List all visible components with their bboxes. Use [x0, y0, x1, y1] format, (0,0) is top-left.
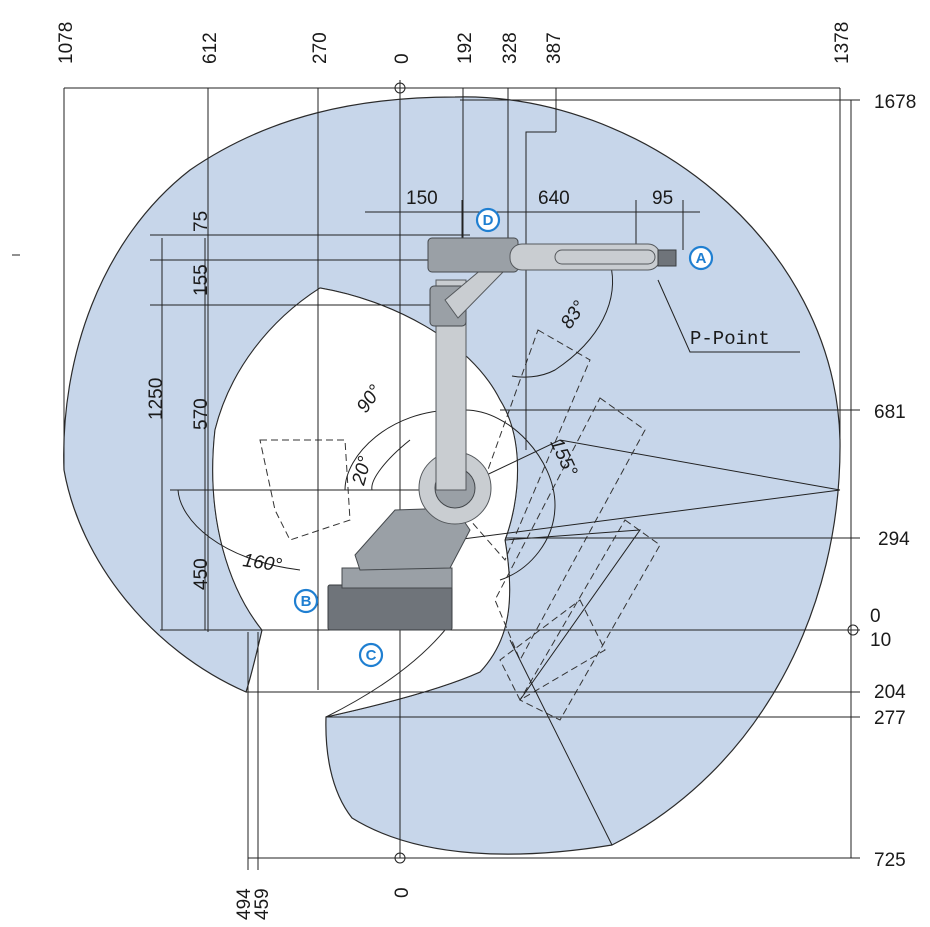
- dim-top-1378: 1378: [832, 22, 853, 64]
- svg-text:B: B: [301, 593, 312, 610]
- marker-c: C: [358, 642, 384, 668]
- svg-text:D: D: [483, 212, 494, 229]
- dim-top-0: 0: [392, 53, 413, 64]
- dim-right-277: 277: [874, 708, 906, 729]
- dim-top-192: 192: [455, 32, 476, 64]
- top-dimensions: 1078 612 270 0 192 328 387 1378: [56, 22, 853, 64]
- dim-arm-95: 95: [652, 188, 673, 209]
- robot-arm: [327, 237, 677, 631]
- dim-bottom-0: 0: [392, 887, 413, 898]
- dim-left-75: 75: [191, 211, 212, 232]
- p-point-callout: P-Point: [657, 279, 800, 353]
- dim-right-10: 10: [870, 630, 891, 651]
- dim-left-570: 570: [191, 398, 212, 430]
- marker-d: D: [475, 207, 501, 233]
- dim-right-725: 725: [874, 850, 906, 871]
- extension-lines: [63, 80, 860, 870]
- rotation-arcs: [177, 261, 614, 581]
- dim-arm-640: 640: [538, 188, 570, 209]
- dim-top-612: 612: [200, 32, 221, 64]
- dim-right-1678: 1678: [874, 92, 916, 113]
- dim-right-294: 294: [878, 529, 910, 550]
- dim-bottom-494: 494: [234, 888, 255, 920]
- svg-text:A: A: [696, 250, 707, 267]
- dim-left-1250: 1250: [146, 378, 167, 420]
- dim-left-450: 450: [191, 558, 212, 590]
- marker-b: B: [293, 588, 319, 614]
- svg-text:C: C: [366, 647, 377, 664]
- dim-bottom-459: 459: [252, 888, 273, 920]
- marker-a: A: [688, 245, 714, 271]
- dim-top-387: 387: [544, 32, 565, 64]
- left-dimensions: 75 155 1250 570 450: [146, 211, 212, 590]
- arm-dimensions: 150 640 95: [406, 188, 673, 209]
- p-point-label: P-Point: [690, 328, 770, 350]
- dim-right-204: 204: [874, 682, 906, 703]
- right-dimensions: 1678 681 294 0 10 204 277 725: [870, 92, 916, 871]
- dim-right-681: 681: [874, 402, 906, 423]
- dim-top-328: 328: [500, 32, 521, 64]
- bottom-dimensions: 494 459 0: [234, 887, 413, 920]
- dim-arm-150: 150: [406, 188, 438, 209]
- dim-top-1078: 1078: [56, 22, 77, 64]
- dim-top-270: 270: [310, 32, 331, 64]
- dim-right-0: 0: [870, 606, 881, 627]
- dim-left-155: 155: [191, 264, 212, 296]
- arm-swing-outlines: [259, 329, 841, 846]
